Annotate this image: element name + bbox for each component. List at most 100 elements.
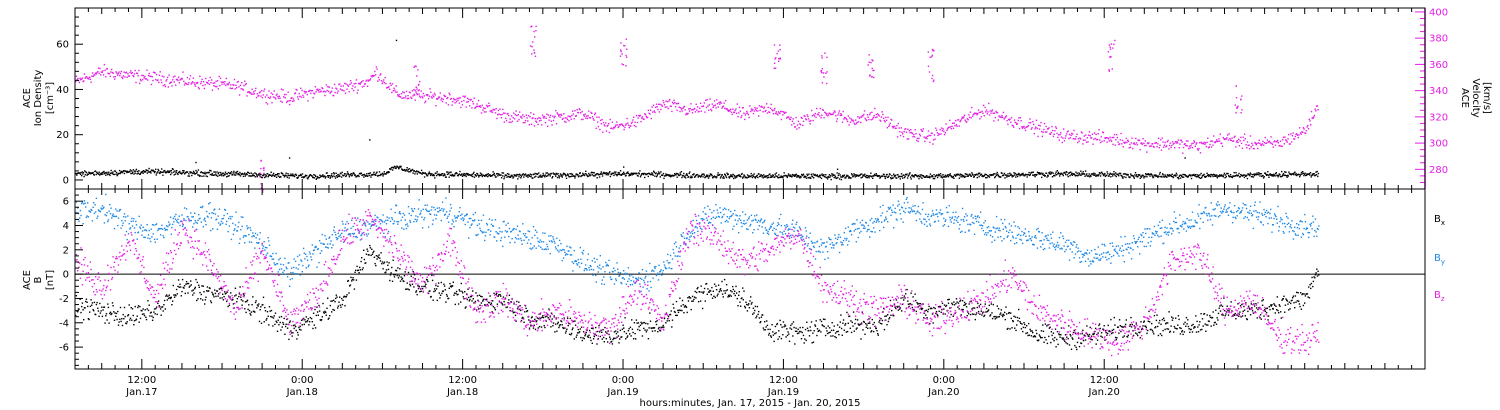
density-point: [142, 172, 144, 174]
velocity-point: [433, 92, 436, 95]
density-point: [734, 177, 737, 179]
velocity-point: [1218, 140, 1221, 142]
density-point: [708, 175, 710, 178]
bx-point: [390, 272, 392, 274]
density-point: [931, 174, 933, 177]
density-point: [491, 175, 493, 177]
bx-point: [448, 287, 450, 289]
velocity-point: [487, 105, 489, 107]
velocity-point: [198, 88, 200, 90]
bx-point: [341, 303, 344, 306]
bx-point: [353, 288, 356, 290]
bx-point: [376, 258, 378, 260]
velocity-point: [767, 106, 769, 109]
bx-point: [297, 334, 299, 336]
velocity-point: [878, 115, 880, 117]
density-point: [1059, 173, 1061, 176]
bx-point: [566, 317, 569, 320]
velocity-point: [916, 137, 919, 140]
velocity-point: [1066, 131, 1069, 133]
density-point: [1262, 174, 1264, 177]
velocity-point: [591, 112, 593, 114]
bx-point: [234, 295, 236, 297]
density-point: [1179, 174, 1181, 176]
velocity-spike-point: [260, 167, 262, 170]
density-point: [1274, 175, 1276, 177]
velocity-point: [142, 74, 144, 77]
velocity-point: [837, 114, 839, 116]
velocity-point: [292, 98, 294, 100]
velocity-point: [268, 90, 270, 92]
velocity-point: [301, 89, 303, 92]
density-point: [725, 176, 728, 179]
density-point: [578, 175, 580, 177]
density-point: [263, 173, 265, 175]
velocity-point: [130, 72, 133, 75]
velocity-point: [708, 104, 711, 106]
velocity-point: [516, 120, 519, 122]
velocity-point: [422, 97, 424, 99]
velocity-point: [630, 122, 633, 125]
density-point: [221, 173, 224, 175]
velocity-point: [1128, 147, 1130, 149]
bx-point: [263, 321, 265, 323]
density-point: [1237, 174, 1240, 177]
bx-point: [520, 319, 523, 322]
velocity-point: [126, 76, 128, 78]
velocity-spike-point: [535, 30, 537, 32]
velocity-point: [640, 120, 642, 123]
density-point: [350, 172, 352, 175]
density-point: [810, 177, 812, 179]
density-point: [1038, 172, 1040, 174]
velocity-point: [592, 117, 594, 120]
velocity-point: [699, 102, 702, 104]
density-point: [706, 174, 708, 176]
bx-point: [476, 295, 479, 297]
velocity-point: [876, 116, 878, 118]
bx-point: [612, 338, 614, 341]
bx-point: [156, 313, 158, 316]
density-point: [1046, 176, 1048, 178]
density-point: [1089, 176, 1091, 178]
velocity-point: [1296, 133, 1298, 135]
density-point: [1148, 173, 1151, 176]
bx-point: [380, 252, 382, 254]
bx-point: [753, 312, 755, 314]
bx-point: [142, 308, 144, 310]
bx-point: [449, 282, 451, 285]
density-point: [241, 173, 243, 176]
velocity-point: [938, 133, 941, 136]
density-point: [1264, 172, 1267, 174]
velocity-point: [1288, 143, 1291, 145]
density-point: [923, 175, 925, 178]
density-point: [1132, 175, 1134, 177]
velocity-point: [689, 107, 691, 110]
velocity-point: [479, 105, 481, 107]
velocity-point: [824, 111, 826, 113]
density-point: [879, 176, 882, 178]
velocity-point: [838, 112, 840, 114]
density-point: [171, 172, 173, 174]
bx-point: [165, 295, 167, 297]
density-point: [440, 174, 443, 176]
bx-point: [304, 319, 306, 321]
bx-point: [119, 318, 121, 320]
velocity-point: [1109, 136, 1111, 139]
velocity-point: [601, 118, 603, 121]
velocity-point: [227, 84, 229, 86]
bx-point: [210, 300, 212, 302]
bx-point: [211, 291, 213, 294]
velocity-point: [978, 111, 980, 114]
velocity-point: [950, 128, 952, 130]
velocity-point: [668, 100, 670, 102]
velocity-point: [1124, 142, 1126, 144]
velocity-point: [656, 106, 658, 108]
density-point: [1240, 173, 1242, 176]
density-point: [869, 175, 871, 177]
velocity-point: [594, 113, 596, 116]
bx-point: [701, 291, 703, 293]
density-point: [691, 176, 693, 178]
bx-point: [229, 296, 231, 298]
bx-point: [246, 300, 248, 303]
bx-point: [427, 280, 429, 283]
